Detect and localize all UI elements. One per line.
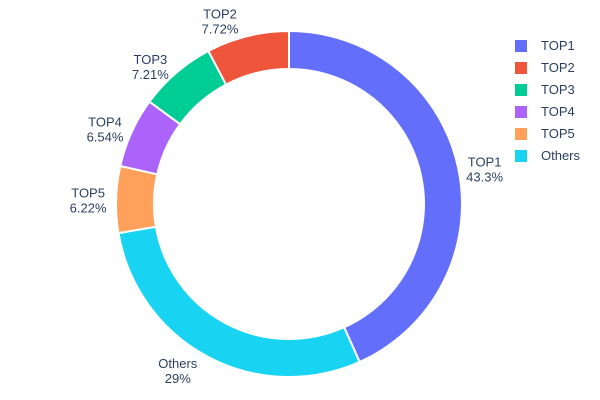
legend-item-top2[interactable]: TOP2 (515, 57, 580, 79)
legend-label: TOP1 (541, 38, 575, 53)
slice-label-top2: TOP2 7.72% (202, 6, 239, 36)
pie-slice-top2[interactable] (206, 29, 290, 86)
legend-item-top4[interactable]: TOP4 (515, 101, 580, 123)
legend: TOP1 TOP2 TOP3 TOP4 TOP5 Others (515, 35, 580, 167)
legend-swatch-icon (515, 84, 527, 96)
pie-slice-top5[interactable] (114, 164, 159, 235)
slice-label-top1: TOP1 43.3% (466, 155, 503, 185)
legend-swatch-icon (515, 128, 527, 140)
legend-label: TOP3 (541, 82, 575, 97)
legend-swatch-icon (515, 40, 527, 52)
legend-swatch-icon (515, 150, 527, 162)
legend-item-top5[interactable]: TOP5 (515, 123, 580, 145)
legend-swatch-icon (515, 106, 527, 118)
slice-label-others: Others 29% (158, 356, 198, 386)
pie-slice-others[interactable] (117, 225, 361, 378)
legend-item-top3[interactable]: TOP3 (515, 79, 580, 101)
slice-label-top3: TOP3 7.21% (132, 52, 169, 82)
legend-label: Others (541, 148, 581, 163)
pie-slice-top1[interactable] (288, 29, 463, 364)
slice-label-top4: TOP4 6.54% (87, 115, 124, 145)
legend-label: TOP5 (541, 126, 575, 141)
slice-label-top5: TOP5 6.22% (70, 185, 107, 215)
legend-item-others[interactable]: Others (515, 145, 580, 167)
legend-swatch-icon (515, 62, 527, 74)
legend-label: TOP2 (541, 60, 575, 75)
legend-item-top1[interactable]: TOP1 (515, 35, 580, 57)
legend-label: TOP4 (541, 104, 575, 119)
